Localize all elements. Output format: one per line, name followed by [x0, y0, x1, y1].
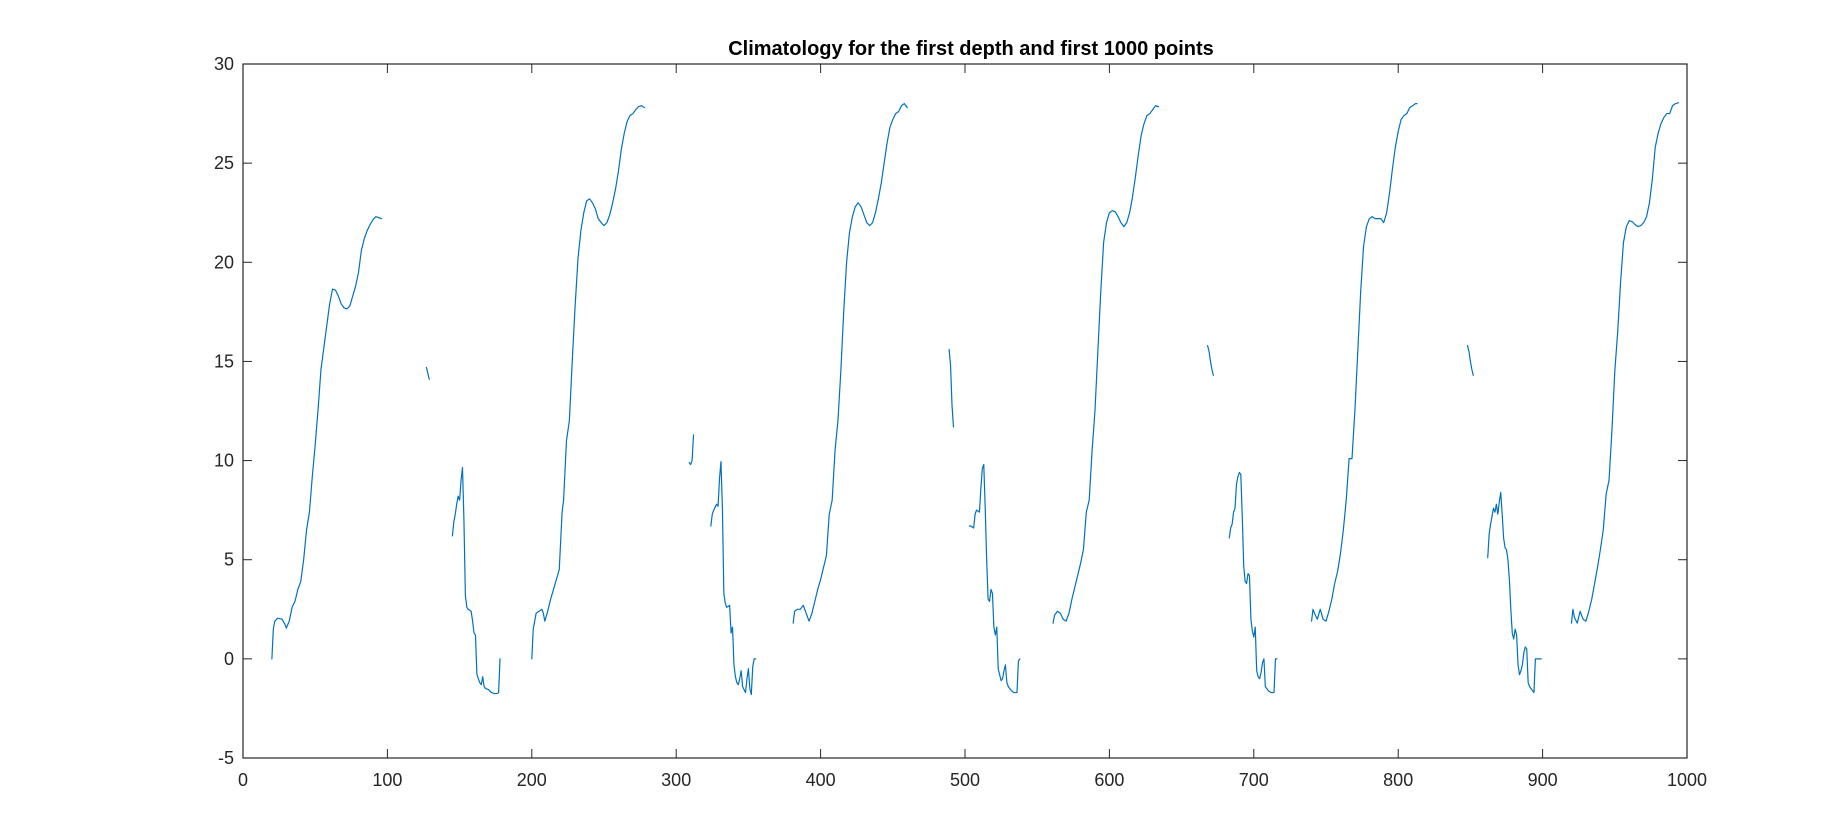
- x-tick-label-400: 400: [806, 770, 836, 790]
- x-tick-label-700: 700: [1239, 770, 1269, 790]
- plot-area: [243, 64, 1687, 758]
- series-line-segment-7: [792, 103, 908, 624]
- series-line-segment-10: [1052, 105, 1160, 624]
- x-tick-label-1000: 1000: [1667, 770, 1707, 790]
- series-line-segment-1: [271, 216, 383, 660]
- y-tick-label--5: -5: [218, 748, 234, 768]
- x-tick-label-0: 0: [238, 770, 248, 790]
- series-line-segment-3: [451, 466, 501, 695]
- series-line-segment-2: [425, 366, 430, 380]
- x-tick-label-600: 600: [1094, 770, 1124, 790]
- y-tick-label-25: 25: [214, 153, 234, 173]
- x-tick-label-200: 200: [517, 770, 547, 790]
- y-tick-label-10: 10: [214, 451, 234, 471]
- series-group: [271, 102, 1679, 696]
- x-tick-label-500: 500: [950, 770, 980, 790]
- y-tick-label-0: 0: [224, 649, 234, 669]
- series-line-segment-4: [531, 105, 646, 660]
- series-line-segment-6: [710, 460, 757, 696]
- y-tick-label-30: 30: [214, 54, 234, 74]
- x-tick-label-800: 800: [1383, 770, 1413, 790]
- series-line-segment-11: [1206, 344, 1214, 376]
- y-tick-label-20: 20: [214, 252, 234, 272]
- axes-group: 0 100 200 300 400 500 600 700 800 900 1000-5051015…: [214, 54, 1707, 790]
- series-line-segment-13: [1310, 103, 1418, 622]
- series-line-segment-8: [948, 348, 955, 428]
- series-line-segment-15: [1487, 491, 1542, 694]
- x-tick-label-900: 900: [1528, 770, 1558, 790]
- x-tick-label-300: 300: [661, 770, 691, 790]
- y-tick-label-15: 15: [214, 351, 234, 371]
- chart-title: Climatology for the first depth and firs…: [728, 38, 1214, 60]
- series-line-segment-16: [1570, 102, 1679, 624]
- plot-background: [243, 64, 1687, 758]
- y-tick-label-5: 5: [224, 550, 234, 570]
- series-line-segment-12: [1228, 471, 1278, 694]
- x-tick-label-100: 100: [372, 770, 402, 790]
- series-line-segment-9: [968, 463, 1021, 694]
- series-line-segment-14: [1466, 344, 1474, 376]
- series-line-segment-5: [688, 434, 695, 466]
